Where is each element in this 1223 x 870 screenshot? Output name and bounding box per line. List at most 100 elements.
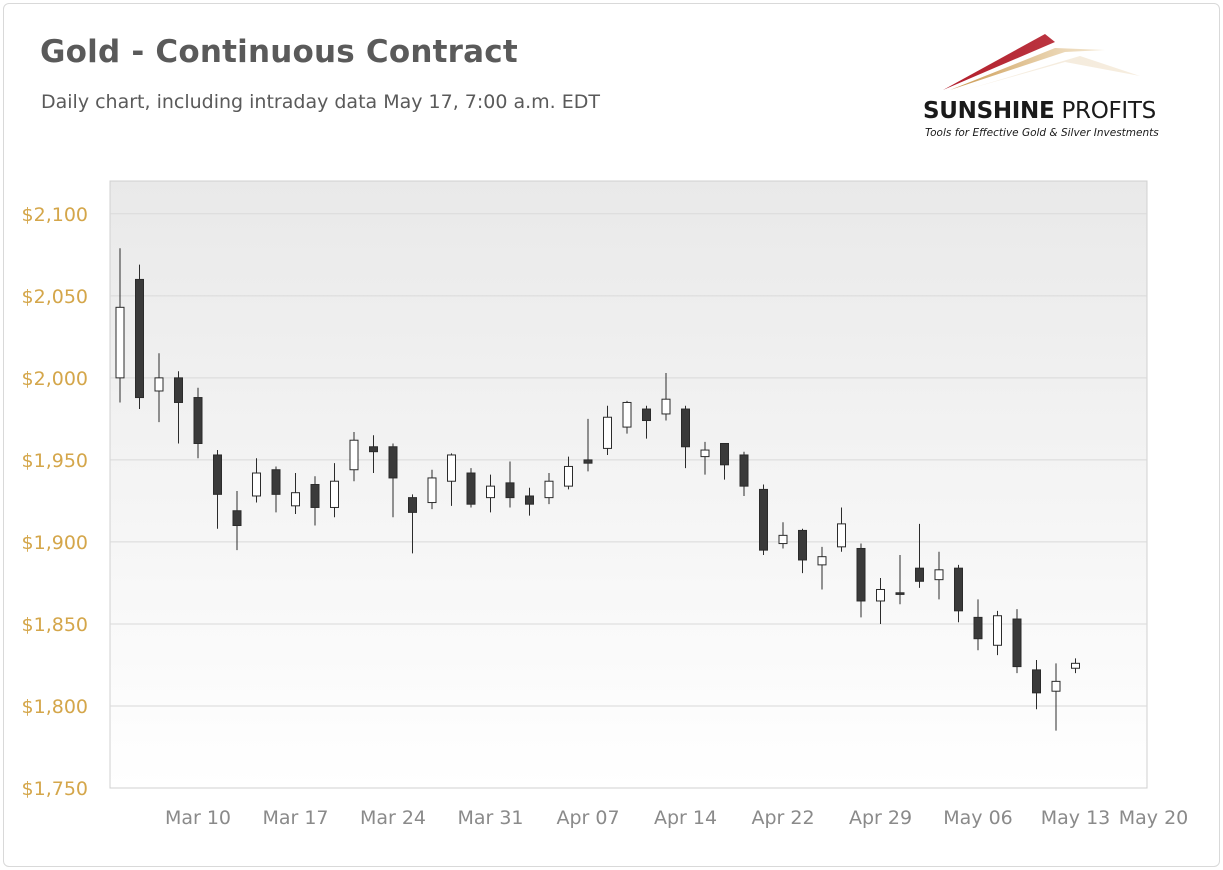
logo-name-light: PROFITS bbox=[1054, 98, 1156, 124]
y-tick-label: $1,750 bbox=[22, 778, 88, 800]
candle bbox=[564, 456, 573, 490]
candle bbox=[622, 400, 632, 434]
candle bbox=[232, 491, 242, 551]
x-tick-label: Mar 31 bbox=[457, 807, 523, 829]
candle-body bbox=[603, 416, 612, 449]
x-tick-label: Apr 14 bbox=[654, 807, 717, 829]
x-tick-label: Apr 29 bbox=[849, 807, 912, 829]
y-tick-label: $2,100 bbox=[22, 204, 88, 226]
candle bbox=[778, 522, 788, 549]
candle bbox=[934, 551, 944, 600]
candle bbox=[798, 528, 807, 574]
x-tick-label: Apr 22 bbox=[751, 807, 814, 829]
candle bbox=[447, 453, 456, 506]
candle bbox=[486, 474, 495, 513]
candle bbox=[505, 461, 515, 508]
candle-body bbox=[174, 377, 183, 403]
candle bbox=[720, 442, 729, 480]
candle-body bbox=[135, 278, 144, 399]
candle-body bbox=[993, 615, 1002, 646]
candle-body bbox=[232, 510, 242, 527]
candle bbox=[1032, 660, 1041, 710]
x-tick-label: May 06 bbox=[943, 807, 1013, 829]
candle bbox=[271, 466, 281, 513]
x-tick-label: May 20 bbox=[1119, 807, 1189, 829]
plot-area bbox=[109, 180, 1148, 789]
candle-body bbox=[856, 547, 866, 602]
candle-body bbox=[544, 480, 554, 499]
x-tick-label: Mar 10 bbox=[165, 807, 231, 829]
candle bbox=[603, 405, 612, 455]
candles bbox=[115, 248, 1080, 731]
candle-body bbox=[486, 485, 495, 499]
candle bbox=[1012, 609, 1022, 674]
candle bbox=[349, 432, 359, 482]
candle-body bbox=[525, 495, 534, 505]
candle-body bbox=[817, 556, 827, 566]
candle-body bbox=[876, 588, 885, 602]
candle bbox=[915, 523, 924, 588]
candle bbox=[1071, 658, 1080, 674]
candle-body bbox=[681, 408, 690, 448]
candle bbox=[583, 418, 593, 472]
candle-body bbox=[720, 442, 729, 466]
candle-body bbox=[271, 469, 281, 495]
candle bbox=[681, 405, 690, 469]
candle bbox=[739, 451, 749, 496]
chart-title: Gold - Continuous Contract bbox=[40, 34, 518, 70]
candle bbox=[310, 476, 320, 526]
candle bbox=[817, 546, 827, 590]
candle-body bbox=[466, 472, 476, 505]
candle-body bbox=[154, 377, 164, 392]
candle bbox=[661, 372, 671, 421]
candle bbox=[193, 387, 203, 459]
candle-body bbox=[837, 523, 846, 548]
candle bbox=[973, 599, 983, 651]
candle-body bbox=[388, 446, 398, 479]
grid-lines bbox=[110, 213, 1147, 707]
candle bbox=[895, 555, 905, 605]
candle bbox=[427, 469, 437, 510]
y-axis: $1,750 $1,800 $1,850 $1,900 $1,950 $2,000 $2,0… bbox=[22, 204, 88, 800]
candle bbox=[525, 487, 534, 516]
y-tick-label: $1,950 bbox=[22, 450, 88, 472]
candle-body bbox=[408, 497, 417, 513]
candle-body bbox=[661, 398, 671, 415]
candle-body bbox=[564, 465, 573, 487]
candle bbox=[700, 441, 710, 475]
candle bbox=[115, 248, 125, 403]
candle-body bbox=[193, 397, 203, 444]
candle-body bbox=[700, 449, 710, 458]
y-tick-label: $1,850 bbox=[22, 614, 88, 636]
y-tick-label: $2,050 bbox=[22, 286, 88, 308]
candle-body bbox=[1012, 618, 1022, 668]
candle-body bbox=[447, 454, 456, 482]
candle bbox=[993, 610, 1002, 656]
logo-tagline: Tools for Effective Gold & Silver Invest… bbox=[925, 127, 1159, 139]
candle-body bbox=[895, 592, 905, 595]
candle bbox=[369, 435, 378, 474]
logo-wordmark: SUNSHINE PROFITS bbox=[923, 98, 1156, 124]
candle bbox=[837, 507, 846, 552]
candle-body bbox=[622, 401, 632, 428]
candle bbox=[291, 473, 300, 515]
x-tick-label: Mar 17 bbox=[262, 807, 328, 829]
candle-body bbox=[583, 459, 593, 464]
candle bbox=[330, 463, 339, 518]
candle bbox=[213, 450, 222, 529]
candle bbox=[1051, 663, 1061, 731]
y-tick-label: $2,000 bbox=[22, 368, 88, 390]
candle-body bbox=[798, 529, 807, 561]
candle-body bbox=[1032, 669, 1041, 694]
candle-body bbox=[934, 569, 944, 581]
candle-body bbox=[505, 482, 515, 499]
candle bbox=[388, 443, 398, 518]
candle-body bbox=[330, 480, 339, 508]
candle-body bbox=[213, 454, 222, 495]
candle-body bbox=[115, 306, 125, 379]
logo-swoosh-icon bbox=[943, 34, 1140, 90]
candle bbox=[876, 578, 885, 624]
candle-body bbox=[973, 616, 983, 640]
candle-body bbox=[642, 408, 651, 422]
candle bbox=[174, 371, 183, 444]
